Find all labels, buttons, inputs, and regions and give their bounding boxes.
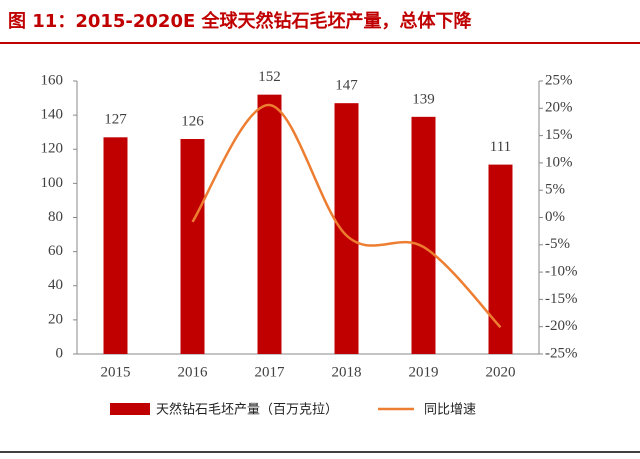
x-tick-label: 2018 [332, 364, 362, 380]
bar [103, 137, 128, 354]
y2-tick-label: 0% [545, 209, 565, 225]
legend-label: 同比增速 [424, 403, 476, 418]
bar-value-label: 147 [335, 78, 358, 94]
chart-title: 图 11：2015-2020E 全球天然钻石毛坯产量，总体下降 [8, 10, 473, 32]
y2-tick-label: -5% [545, 236, 570, 252]
x-tick-label: 2017 [255, 364, 286, 380]
bar-value-label: 152 [258, 69, 281, 85]
y-tick-label: 0 [56, 345, 64, 361]
y2-tick-label: 20% [545, 100, 573, 116]
y2-tick-label: 15% [545, 127, 573, 143]
y-tick-label: 140 [41, 107, 64, 123]
y-tick-label: 20 [48, 311, 63, 327]
legend-swatch [110, 403, 150, 415]
y2-tick-label: -10% [545, 264, 578, 280]
legend-label: 天然钻石毛坯产量（百万克拉） [156, 402, 338, 418]
y2-tick-label: 25% [545, 72, 573, 88]
bar [334, 103, 359, 355]
x-tick-label: 2015 [101, 364, 131, 380]
y-tick-label: 80 [48, 209, 63, 225]
y-tick-label: 120 [41, 141, 64, 157]
x-tick-label: 2016 [178, 364, 209, 380]
bar [488, 164, 513, 354]
x-tick-label: 2020 [486, 364, 516, 380]
y2-tick-label: 10% [545, 154, 573, 170]
bar-value-label: 139 [412, 91, 435, 107]
bar-value-label: 126 [181, 113, 204, 129]
line [191, 103, 502, 329]
bar [411, 116, 436, 354]
y2-tick-label: -25% [545, 345, 578, 361]
y-tick-label: 40 [48, 277, 63, 293]
bar-value-label: 111 [490, 139, 511, 155]
y-tick-label: 100 [41, 175, 64, 191]
y2-tick-label: -15% [545, 291, 578, 307]
bar [180, 139, 205, 354]
bar [257, 94, 282, 355]
y2-tick-label: 5% [545, 182, 565, 198]
x-tick-label: 2019 [409, 364, 439, 380]
y-tick-label: 160 [41, 72, 64, 88]
y2-tick-label: -20% [545, 318, 578, 334]
bar-value-label: 127 [104, 112, 127, 128]
y-tick-label: 60 [48, 243, 63, 259]
